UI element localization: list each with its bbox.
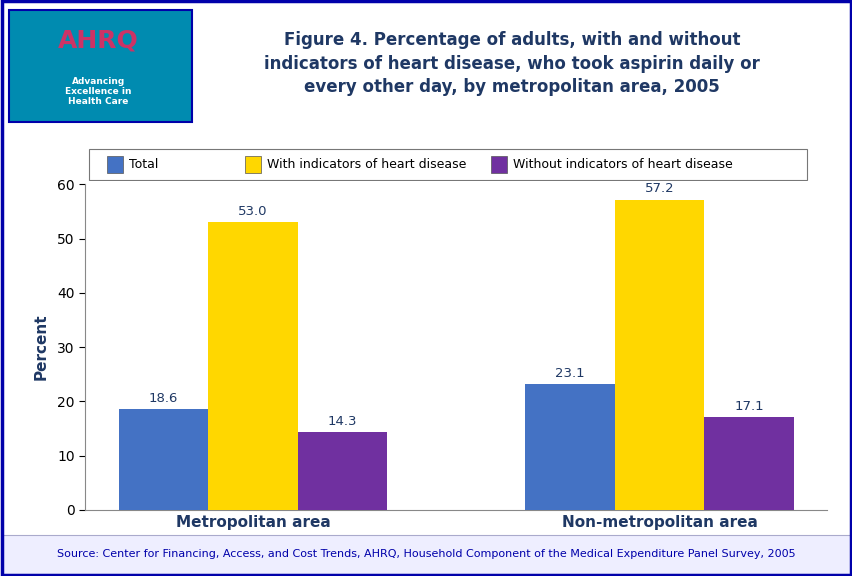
Text: 57.2: 57.2: [644, 182, 674, 195]
Bar: [491, 156, 507, 173]
FancyBboxPatch shape: [89, 149, 806, 180]
Text: Total: Total: [129, 158, 158, 171]
Bar: [614, 199, 704, 510]
FancyBboxPatch shape: [2, 536, 850, 574]
FancyBboxPatch shape: [9, 10, 192, 122]
Text: 53.0: 53.0: [238, 205, 268, 218]
Text: AHRQ: AHRQ: [58, 29, 138, 53]
Bar: [245, 156, 261, 173]
Text: 23.1: 23.1: [555, 367, 584, 380]
Text: Advancing
Excellence in
Health Care: Advancing Excellence in Health Care: [65, 77, 131, 107]
Bar: [297, 432, 387, 510]
Text: 18.6: 18.6: [149, 392, 178, 404]
Bar: [525, 384, 614, 510]
Y-axis label: Percent: Percent: [34, 314, 49, 380]
Text: 17.1: 17.1: [734, 400, 763, 412]
Bar: [119, 409, 208, 510]
Text: With indicators of heart disease: With indicators of heart disease: [267, 158, 465, 171]
Text: Figure 4. Percentage of adults, with and without
indicators of heart disease, wh: Figure 4. Percentage of adults, with and…: [263, 31, 759, 96]
Bar: [107, 156, 123, 173]
Bar: [208, 222, 297, 510]
Text: Source: Center for Financing, Access, and Cost Trends, AHRQ, Household Component: Source: Center for Financing, Access, an…: [57, 550, 795, 559]
Text: Without indicators of heart disease: Without indicators of heart disease: [513, 158, 732, 171]
Text: 14.3: 14.3: [327, 415, 357, 428]
Bar: [704, 417, 792, 510]
